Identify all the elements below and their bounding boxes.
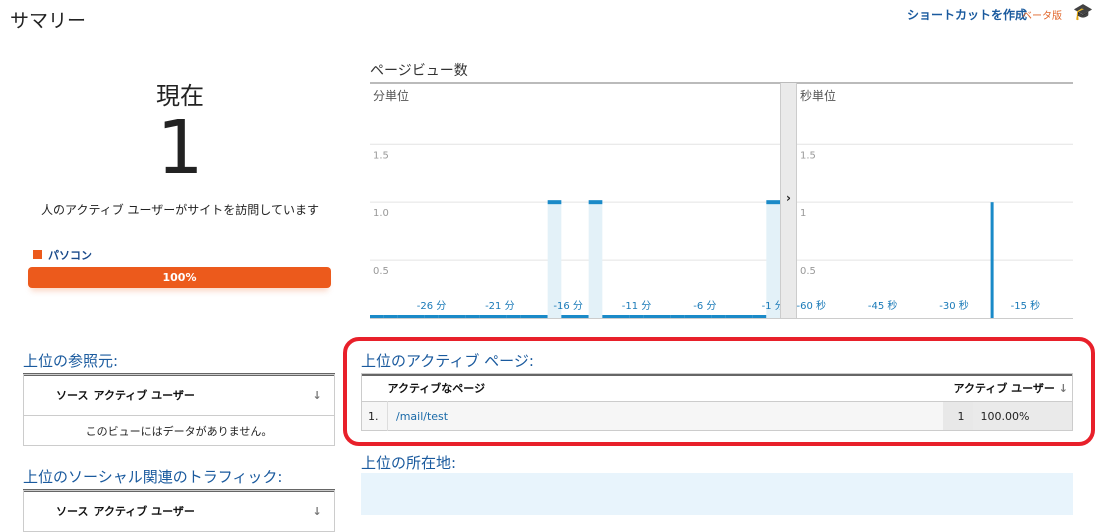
bar <box>383 315 398 318</box>
bar <box>493 315 507 318</box>
x-tick-label: -45 秒 <box>868 299 898 312</box>
bar <box>602 315 616 318</box>
bar <box>698 315 712 318</box>
location-map[interactable] <box>361 473 1073 515</box>
beta-badge: ベータ版 <box>1022 11 1062 22</box>
device-progress-bar: 100% <box>28 267 331 288</box>
x-tick-label: -1 分 <box>762 300 780 312</box>
sort-down-icon: ↓ <box>1058 381 1068 395</box>
bar <box>752 315 767 318</box>
row-percent: 100.00% <box>972 401 1073 431</box>
bar <box>397 315 411 318</box>
y-tick-label: 1.0 <box>373 208 389 219</box>
bar <box>990 202 994 318</box>
bar <box>657 315 671 318</box>
y-tick-label: 1.5 <box>373 150 389 161</box>
bar <box>506 315 521 318</box>
page-link[interactable]: /mail/test <box>396 409 449 423</box>
x-tick-label: -16 分 <box>553 300 583 312</box>
legend-swatch <box>33 250 42 259</box>
row-rank: 1. <box>361 401 388 431</box>
bar <box>411 315 425 318</box>
create-shortcut-link[interactable]: ショートカットを作成 <box>907 8 1028 22</box>
bar <box>739 315 753 318</box>
bar <box>643 315 657 318</box>
x-tick-label: -11 分 <box>622 300 652 312</box>
x-tick-label: -26 分 <box>417 300 447 312</box>
col-active-page[interactable]: アクティブなページ <box>387 381 486 395</box>
referrers-table: ソース アクティブ ユーザー ↓ このビューにはデータがありません。 <box>23 374 335 446</box>
col-label: アクティブ ユーザー <box>953 381 1055 395</box>
active-user-count: 1 <box>156 105 204 191</box>
chart-expand-toggle[interactable]: › <box>780 83 797 318</box>
x-tick-label: -60 秒 <box>797 299 826 312</box>
bar <box>629 315 644 318</box>
graduation-cap-icon[interactable]: 🎓 <box>1073 2 1093 21</box>
bar <box>684 315 698 318</box>
minute-chart-title: 分単位 <box>373 89 410 103</box>
bar <box>479 315 493 318</box>
active-pages-title: 上位のアクティブ ページ: <box>361 350 1073 376</box>
chevron-right-icon: › <box>786 191 791 205</box>
social-title: 上位のソーシャル関連のトラフィック: <box>23 466 335 492</box>
bar <box>438 315 452 318</box>
sort-down-icon[interactable]: ↓ <box>312 504 322 518</box>
bar <box>575 315 589 318</box>
pageviews-title: ページビュー数 <box>370 63 468 79</box>
second-chart: 1.5 1 0.5 -60 秒 -45 秒 -30 秒 -15 秒 <box>797 143 1073 318</box>
x-tick-label: -30 秒 <box>939 299 969 312</box>
y-tick-label: 0.5 <box>800 266 816 277</box>
pageviews-chart-frame <box>370 82 1073 319</box>
y-tick-label: 1 <box>800 208 806 219</box>
bar <box>547 200 562 205</box>
col-source[interactable]: ソース <box>56 389 89 402</box>
col-active-users[interactable]: アクティブ ユーザー <box>93 505 195 518</box>
col-source[interactable]: ソース <box>56 505 89 518</box>
x-tick-label: -21 分 <box>485 300 515 312</box>
second-chart-title: 秒単位 <box>800 89 837 103</box>
page-title: サマリー <box>10 10 87 32</box>
col-active-users[interactable]: アクティブ ユーザー <box>93 389 195 402</box>
bar <box>520 315 534 318</box>
x-tick-label: -6 分 <box>693 300 716 312</box>
active-pages-table: アクティブなページ アクティブ ユーザー ↓ 1. /mail/test 1 10… <box>361 373 1073 431</box>
bar <box>465 315 480 318</box>
highlight-box <box>343 337 1095 446</box>
bar <box>424 315 439 318</box>
sort-down-icon[interactable]: ↓ <box>312 388 322 402</box>
bar-background <box>766 202 780 318</box>
referrers-title: 上位の参照元: <box>23 350 335 376</box>
row-users: 1 <box>942 401 973 431</box>
empty-message: このビューにはデータがありません。 <box>85 424 273 438</box>
social-table: ソース アクティブ ユーザー ↓ <box>23 490 335 532</box>
bar <box>588 200 603 205</box>
bar <box>370 315 384 318</box>
y-tick-label: 0.5 <box>373 266 389 277</box>
y-tick-label: 1.5 <box>800 150 816 161</box>
minute-chart: 1.5 1.0 0.5 -26 分 -21 分 -16 分 -11 分 -6 分 -1 分 <box>370 143 780 318</box>
table-row: 1. /mail/test 1 100.00% <box>361 401 1073 431</box>
bar <box>452 315 466 318</box>
bar <box>725 315 739 318</box>
active-user-description: 人のアクティブ ユーザーがサイトを訪問しています <box>41 203 319 217</box>
bar <box>670 315 685 318</box>
bar <box>561 315 575 318</box>
x-tick-label: -15 秒 <box>1011 299 1041 312</box>
now-label: 現在 <box>156 82 204 110</box>
bar <box>616 315 630 318</box>
device-label: パソコン <box>48 249 92 262</box>
bar-background <box>547 202 562 318</box>
bar <box>534 315 548 318</box>
bar <box>711 315 726 318</box>
bar <box>766 200 780 205</box>
bar-background <box>588 202 603 318</box>
col-active-users[interactable]: アクティブ ユーザー ↓ <box>943 374 1073 402</box>
device-legend: パソコン <box>33 247 92 263</box>
